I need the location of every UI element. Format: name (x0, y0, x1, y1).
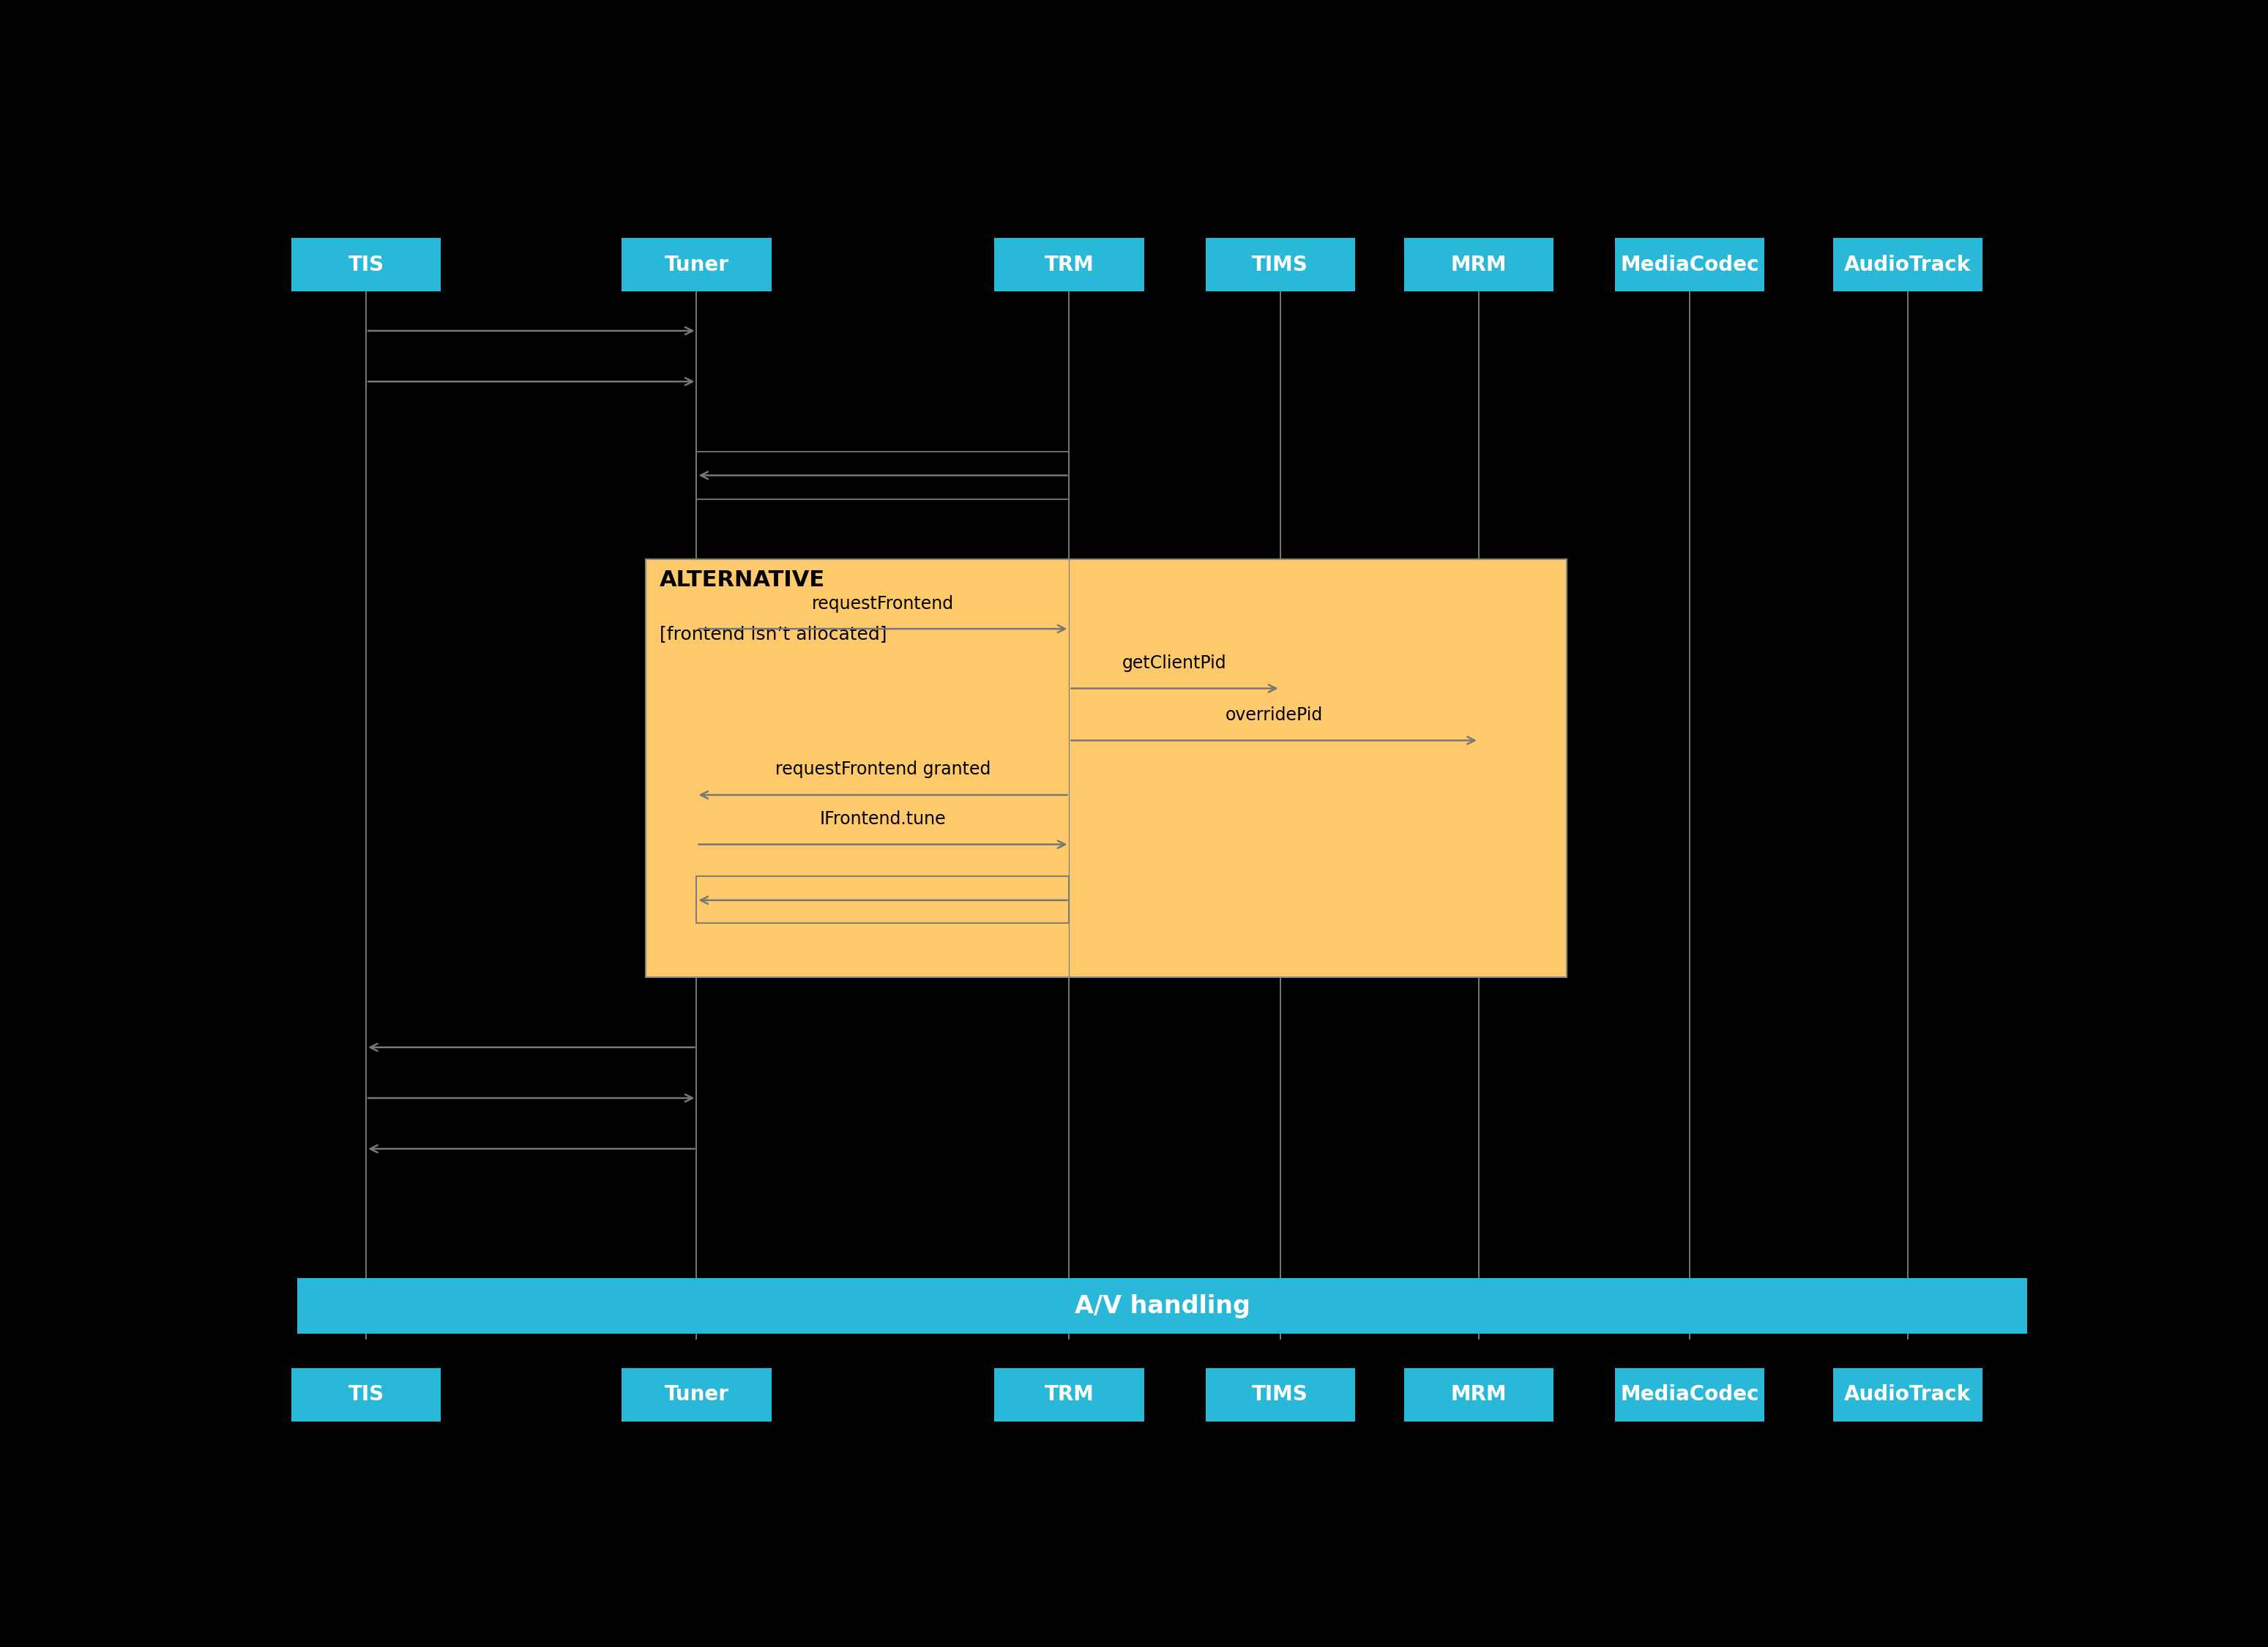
Text: MediaCodec: MediaCodec (1619, 1385, 1760, 1405)
Text: ALTERNATIVE: ALTERNATIVE (660, 570, 826, 590)
Text: MRM: MRM (1452, 1385, 1506, 1405)
Text: TIMS: TIMS (1252, 1385, 1309, 1405)
Bar (993, 1369, 1143, 1421)
Bar (696, 451, 1068, 499)
Bar (621, 1369, 771, 1421)
Text: overridePid: overridePid (1225, 707, 1322, 725)
Text: Tuner: Tuner (665, 1385, 728, 1405)
Bar (290, 239, 440, 292)
Bar (1833, 1369, 1982, 1421)
Bar (1833, 239, 1982, 292)
Text: requestFrontend: requestFrontend (812, 595, 955, 613)
Text: requestFrontend granted: requestFrontend granted (776, 761, 991, 779)
Text: A/V handling: A/V handling (1075, 1295, 1250, 1318)
Text: AudioTrack: AudioTrack (1844, 255, 1971, 275)
Bar (1204, 1369, 1354, 1421)
Text: getClientPid: getClientPid (1123, 654, 1227, 672)
Bar (1404, 239, 1554, 292)
Bar (646, 558, 1567, 978)
Text: MRM: MRM (1452, 255, 1506, 275)
Bar (1615, 239, 1765, 292)
Text: Tuner: Tuner (665, 255, 728, 275)
Bar (1204, 239, 1354, 292)
Bar (1615, 1369, 1765, 1421)
Text: IFrontend.tune: IFrontend.tune (819, 810, 946, 828)
Text: TRM: TRM (1043, 1385, 1093, 1405)
Text: TIS: TIS (347, 1385, 383, 1405)
Bar (297, 1278, 2028, 1334)
Text: AudioTrack: AudioTrack (1844, 1385, 1971, 1405)
Bar (1404, 1369, 1554, 1421)
Text: TIS: TIS (347, 255, 383, 275)
Text: MediaCodec: MediaCodec (1619, 255, 1760, 275)
Text: TRM: TRM (1043, 255, 1093, 275)
Bar (621, 239, 771, 292)
Text: TIMS: TIMS (1252, 255, 1309, 275)
Bar (290, 1369, 440, 1421)
Text: [frontend isn’t allocated]: [frontend isn’t allocated] (660, 624, 887, 642)
Bar (993, 239, 1143, 292)
Bar (696, 876, 1068, 922)
